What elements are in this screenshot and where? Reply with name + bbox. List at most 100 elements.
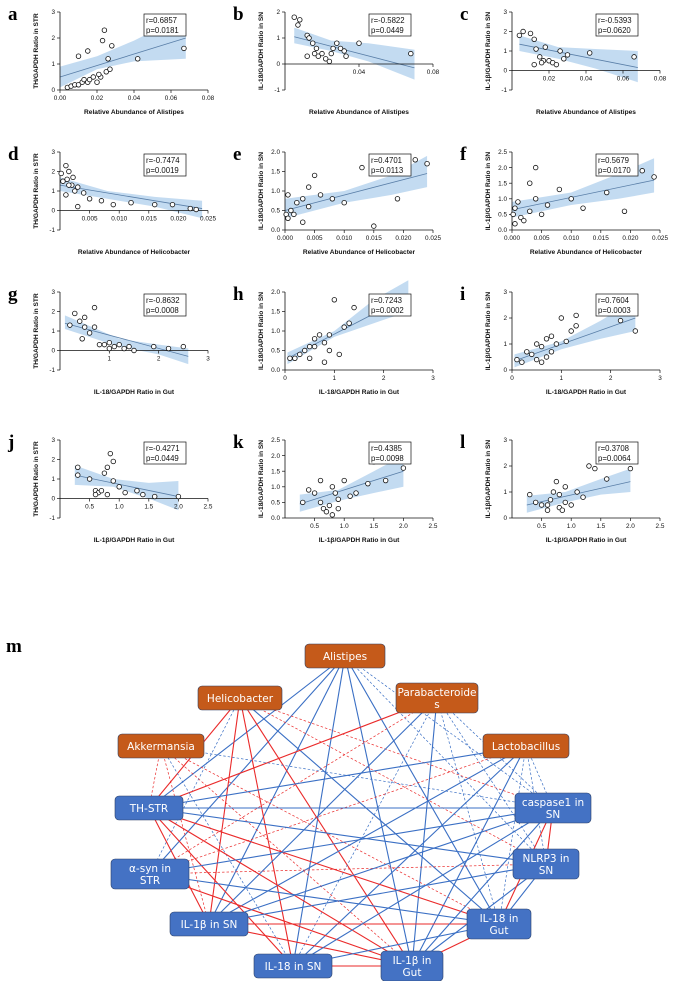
confidence-band <box>285 155 428 219</box>
stats-box <box>595 153 639 177</box>
x-tick-label: 2.5 <box>429 523 438 530</box>
data-point <box>531 36 537 42</box>
data-point <box>329 512 336 518</box>
data-point <box>152 201 158 208</box>
data-point <box>110 458 116 465</box>
y-tick-label: 3 <box>51 9 55 16</box>
node-alistipes: Alistipes <box>304 643 386 669</box>
data-point <box>311 50 318 57</box>
x-tick-label: 0.025 <box>425 235 441 242</box>
x-axis-label: IL-1β/GAPDH Ratio in Gut <box>319 537 400 544</box>
x-tick-label: 0.04 <box>128 95 141 102</box>
data-point <box>107 66 113 72</box>
y-tick-label: 0.5 <box>498 212 507 219</box>
edge-il1b_sn-nlrp3_sn <box>208 863 547 925</box>
data-point <box>151 343 157 350</box>
node-label: Gut <box>490 925 509 937</box>
y-tick-label: 0 <box>51 87 55 94</box>
x-tick-label: 0.020 <box>622 235 638 242</box>
p-value: p=0.0002 <box>371 306 404 315</box>
regression-line <box>59 184 203 209</box>
data-point <box>101 341 108 348</box>
r-value: r=-0.5822 <box>371 16 405 25</box>
regression-line <box>514 317 636 362</box>
data-point <box>295 22 301 28</box>
data-point <box>105 56 111 62</box>
stats-box <box>595 13 639 37</box>
x-axis-label: IL-18/GAPDH Ratio in Gut <box>546 389 627 396</box>
data-point <box>306 343 313 350</box>
edge-il18_sn-caspase1_sn <box>292 807 554 967</box>
node-label: Alistipes <box>323 651 367 663</box>
y-tick-label: 2 <box>503 463 507 470</box>
data-point <box>110 478 116 484</box>
edge-akkermansia-il18_sn <box>160 745 294 967</box>
data-point <box>90 74 96 80</box>
y-tick-label: 0 <box>51 208 55 215</box>
data-point <box>510 211 516 218</box>
node-box <box>110 858 190 890</box>
p-value: p=0.0449 <box>146 454 179 463</box>
data-point <box>564 52 571 58</box>
data-point <box>305 184 312 190</box>
panel-label-h: h <box>233 284 244 305</box>
y-tick-label: 1.5 <box>271 309 280 316</box>
data-point <box>297 17 303 23</box>
data-point <box>604 476 610 482</box>
node-il1b_sn: IL-1β in SN <box>169 911 249 937</box>
p-value: p=0.0181 <box>146 26 179 35</box>
data-point <box>651 174 657 180</box>
data-point <box>553 478 560 485</box>
y-axis-label: TH/GAPDH Ratio in STR <box>33 293 40 369</box>
data-point <box>288 207 294 214</box>
data-point <box>580 494 586 500</box>
x-tick-label: 0 <box>283 375 287 382</box>
node-label: IL-1β in <box>393 955 432 967</box>
data-point <box>72 188 78 194</box>
data-point <box>371 223 377 229</box>
data-point <box>106 340 113 346</box>
y-tick-label: 0 <box>276 61 280 68</box>
data-point <box>75 53 82 59</box>
data-point <box>305 487 312 493</box>
node-label: IL-18 in SN <box>265 961 322 973</box>
data-point <box>92 491 99 498</box>
scatter-panel-d: d -1 0 1 2 3 0.005 0.010 0.015 0.020 0.025 r=-0.747… <box>8 144 216 256</box>
r-value: r=-0.5393 <box>598 16 632 25</box>
data-point <box>346 320 352 326</box>
y-tick-label: 1 <box>503 48 507 55</box>
data-point <box>631 54 637 60</box>
x-tick-label: 1.5 <box>369 523 378 530</box>
x-tick-label: 2 <box>157 356 161 363</box>
x-tick-label: 2.0 <box>399 523 408 530</box>
y-tick-label: 3 <box>51 289 55 296</box>
data-point <box>557 48 563 54</box>
data-point <box>64 176 70 182</box>
y-axis-label: IL-1β/GAPDH Ratio in SN <box>485 12 492 91</box>
data-point <box>285 215 291 221</box>
stats-box <box>368 293 412 317</box>
r-value: r=-0.4271 <box>146 444 180 453</box>
data-point <box>382 477 389 484</box>
y-tick-label: 3 <box>503 9 507 16</box>
y-tick-label: 1.0 <box>498 196 507 203</box>
x-tick-label: 0.025 <box>200 216 216 223</box>
panel-label-m: m <box>6 636 22 657</box>
data-point <box>75 184 81 190</box>
x-tick-label: 2.5 <box>204 504 213 511</box>
y-tick-label: 2.0 <box>271 149 280 156</box>
data-point <box>516 32 523 39</box>
edge-parabacteroides-il1b_sn <box>208 697 438 925</box>
data-point <box>586 463 592 469</box>
data-point <box>81 324 88 330</box>
edge-il1b_sn-caspase1_sn <box>208 807 554 925</box>
y-tick-label: 1 <box>503 489 507 496</box>
confidence-band <box>60 177 203 219</box>
x-tick-label: 0.010 <box>111 216 127 223</box>
x-axis-label: Relative Abundance of Helicobacter <box>530 249 643 256</box>
data-point <box>121 345 127 352</box>
data-point <box>533 46 539 52</box>
data-point <box>104 491 111 498</box>
